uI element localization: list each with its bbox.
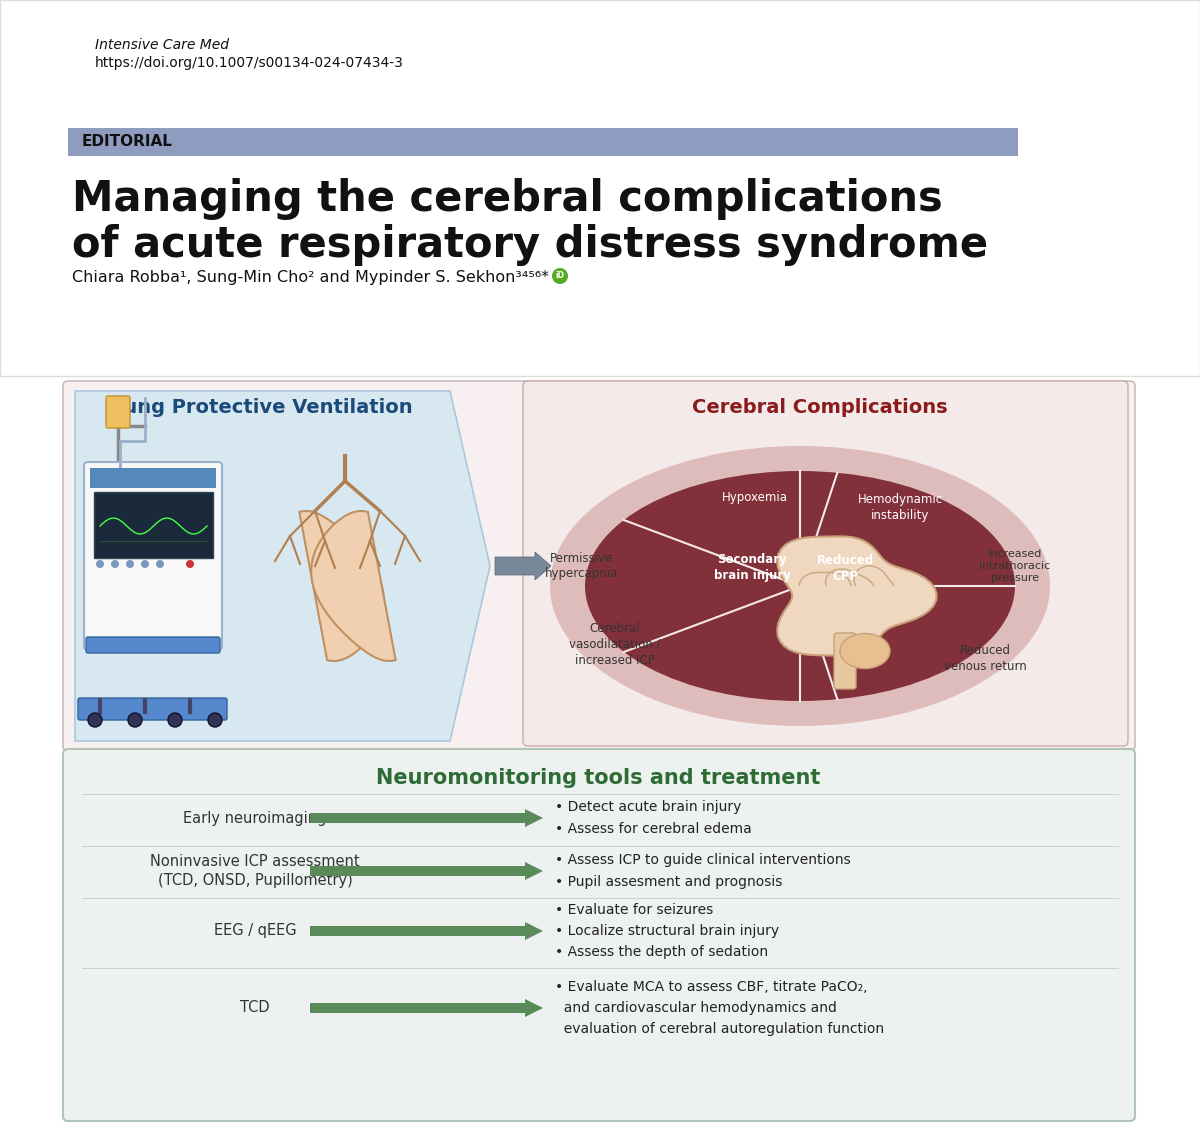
FancyBboxPatch shape xyxy=(64,381,1135,751)
Text: • Detect acute brain injury
• Assess for cerebral edema: • Detect acute brain injury • Assess for… xyxy=(554,801,751,836)
FancyBboxPatch shape xyxy=(0,0,1200,376)
Text: Lung Protective Ventilation: Lung Protective Ventilation xyxy=(112,398,413,417)
Text: Cerebral Complications: Cerebral Complications xyxy=(692,398,948,417)
Text: Hemodynamic
instability: Hemodynamic instability xyxy=(858,493,942,523)
FancyBboxPatch shape xyxy=(90,468,216,488)
Text: Intensive Care Med: Intensive Care Med xyxy=(95,37,229,52)
Ellipse shape xyxy=(586,471,1015,701)
Circle shape xyxy=(112,560,119,568)
Ellipse shape xyxy=(840,634,890,668)
Circle shape xyxy=(552,268,568,284)
Text: Noninvasive ICP assessment
(TCD, ONSD, Pupillometry): Noninvasive ICP assessment (TCD, ONSD, P… xyxy=(150,853,360,888)
FancyBboxPatch shape xyxy=(78,698,227,720)
Polygon shape xyxy=(299,511,384,661)
Text: Early neuroimaging: Early neuroimaging xyxy=(184,810,326,826)
Circle shape xyxy=(96,560,104,568)
FancyBboxPatch shape xyxy=(68,128,1018,156)
Polygon shape xyxy=(311,511,396,661)
FancyBboxPatch shape xyxy=(84,462,222,650)
Text: Hypoxemia: Hypoxemia xyxy=(722,492,788,504)
Text: Increased
intrathoracic
pressure: Increased intrathoracic pressure xyxy=(979,549,1051,584)
Polygon shape xyxy=(74,391,490,741)
Text: EEG / qEEG: EEG / qEEG xyxy=(214,924,296,938)
Circle shape xyxy=(142,560,149,568)
Text: TCD: TCD xyxy=(240,1001,270,1016)
Circle shape xyxy=(128,713,142,727)
Text: Permissive
hypercapnia: Permissive hypercapnia xyxy=(545,551,619,580)
Circle shape xyxy=(208,713,222,727)
FancyBboxPatch shape xyxy=(834,633,856,690)
Text: Reduced
venous return: Reduced venous return xyxy=(943,643,1026,673)
Circle shape xyxy=(186,560,194,568)
Circle shape xyxy=(168,713,182,727)
FancyArrow shape xyxy=(310,862,542,880)
FancyBboxPatch shape xyxy=(64,749,1135,1121)
Text: • Assess ICP to guide clinical interventions
• Pupil assesment and prognosis: • Assess ICP to guide clinical intervent… xyxy=(554,853,851,888)
Text: of acute respiratory distress syndrome: of acute respiratory distress syndrome xyxy=(72,224,988,266)
FancyArrow shape xyxy=(310,922,542,939)
Polygon shape xyxy=(778,536,937,655)
Circle shape xyxy=(88,713,102,727)
Text: Secondary
brain injury: Secondary brain injury xyxy=(714,553,791,583)
Text: EDITORIAL: EDITORIAL xyxy=(82,134,173,150)
Circle shape xyxy=(126,560,134,568)
FancyBboxPatch shape xyxy=(523,381,1128,746)
FancyBboxPatch shape xyxy=(94,492,214,558)
Text: • Evaluate MCA to assess CBF, titrate PaCO₂,
  and cardiovascular hemodynamics a: • Evaluate MCA to assess CBF, titrate Pa… xyxy=(554,980,884,1036)
Circle shape xyxy=(156,560,164,568)
FancyArrow shape xyxy=(496,552,551,580)
Text: iD: iD xyxy=(556,272,564,281)
Text: Reduced
CPP: Reduced CPP xyxy=(816,553,874,583)
FancyBboxPatch shape xyxy=(86,637,220,653)
FancyBboxPatch shape xyxy=(106,396,130,428)
Text: Chiara Robba¹, Sung-Min Cho² and Mypinder S. Sekhon³⁴⁵⁶*: Chiara Robba¹, Sung-Min Cho² and Mypinde… xyxy=(72,270,550,285)
Text: Neuromonitoring tools and treatment: Neuromonitoring tools and treatment xyxy=(376,768,820,788)
Ellipse shape xyxy=(550,446,1050,726)
Text: https://doi.org/10.1007/s00134-024-07434-3: https://doi.org/10.1007/s00134-024-07434… xyxy=(95,56,404,70)
FancyArrow shape xyxy=(310,809,542,827)
Text: Managing the cerebral complications: Managing the cerebral complications xyxy=(72,178,943,220)
FancyArrow shape xyxy=(310,999,542,1017)
Text: • Evaluate for seizures
• Localize structural brain injury
• Assess the depth of: • Evaluate for seizures • Localize struc… xyxy=(554,903,779,959)
Text: Cerebral
vasodilatation /
increased ICP: Cerebral vasodilatation / increased ICP xyxy=(569,621,661,667)
